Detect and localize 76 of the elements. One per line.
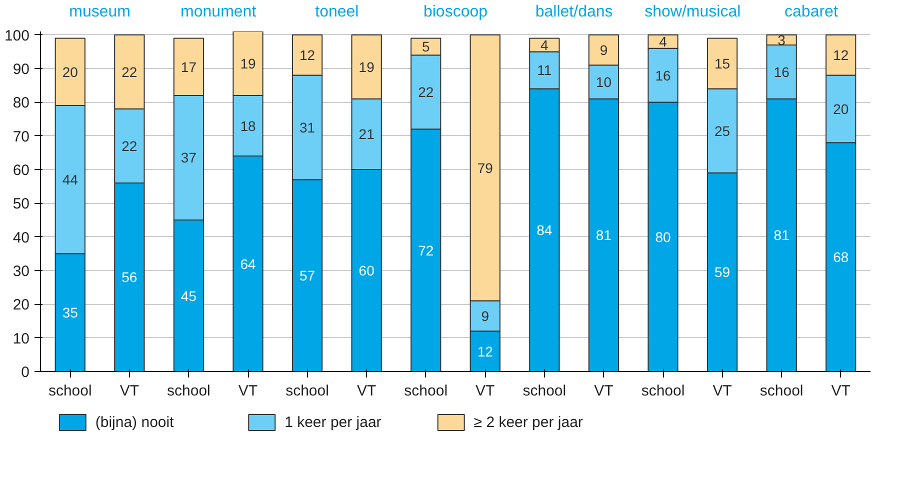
y-tick-label: 30 xyxy=(12,263,30,280)
text: ballet/dans xyxy=(535,4,613,20)
data-label: 16 xyxy=(774,64,790,80)
text: monument xyxy=(180,4,257,20)
data-label: 19 xyxy=(240,55,256,72)
data-label: 22 xyxy=(418,84,434,100)
y-tick-label: 90 xyxy=(12,61,30,78)
y-tick-label: 10 xyxy=(12,330,30,348)
data-label: 18 xyxy=(240,118,256,134)
legend-label: ≥ 2 keer per jaar xyxy=(474,414,583,431)
x-tick-label: school xyxy=(641,382,685,400)
x-tick-label: VT xyxy=(476,382,495,400)
text: cabaret xyxy=(784,4,838,20)
x-tick-label: VT xyxy=(238,382,258,400)
data-label: 84 xyxy=(536,222,552,238)
data-label: 4 xyxy=(659,34,668,50)
y-tick-label: 70 xyxy=(12,128,30,146)
y-tick-label: 100 xyxy=(4,27,30,44)
data-label: 68 xyxy=(833,249,849,266)
x-tick-label: VT xyxy=(831,382,850,400)
text: show/musical xyxy=(644,4,741,20)
data-label: 64 xyxy=(240,256,256,272)
data-label: 11 xyxy=(537,62,552,78)
data-label: 60 xyxy=(358,262,375,279)
y-tick-label: 80 xyxy=(12,94,30,112)
data-label: 35 xyxy=(62,304,78,321)
legend-label: 1 keer per jaar xyxy=(284,414,382,431)
data-label: 12 xyxy=(300,47,316,64)
data-label: 16 xyxy=(655,67,671,84)
data-label: 22 xyxy=(122,64,138,80)
data-label: 10 xyxy=(596,74,612,90)
data-label: 12 xyxy=(833,47,849,64)
data-label: 9 xyxy=(600,42,608,58)
data-label: 31 xyxy=(300,119,316,136)
x-tick-label: school xyxy=(167,382,210,400)
x-tick-label: school xyxy=(286,382,329,400)
data-label: 21 xyxy=(358,126,375,142)
y-tick-label: 50 xyxy=(12,196,30,213)
data-label: 5 xyxy=(422,38,430,55)
x-tick-label: VT xyxy=(356,382,376,400)
data-label: 45 xyxy=(180,288,197,304)
x-tick-label: VT xyxy=(594,382,614,400)
data-label: 57 xyxy=(300,268,316,284)
data-label: 59 xyxy=(714,264,730,280)
text: toneel xyxy=(315,4,359,20)
x-tick-label: school xyxy=(760,382,804,400)
data-label: 79 xyxy=(477,160,494,176)
data-label: 12 xyxy=(477,343,494,360)
y-tick-label: 40 xyxy=(12,229,30,246)
data-label: 22 xyxy=(122,138,138,154)
legend-label: (bijna) nooit xyxy=(95,414,175,431)
data-label: 56 xyxy=(122,269,138,286)
data-label: 81 xyxy=(596,227,612,244)
data-label: 37 xyxy=(180,150,197,166)
x-tick-label: school xyxy=(404,382,448,400)
data-label: 20 xyxy=(62,64,78,80)
y-tick-label: 0 xyxy=(21,364,30,381)
data-label: 80 xyxy=(655,228,671,245)
data-label: 44 xyxy=(62,172,78,188)
x-tick-label: VT xyxy=(120,382,140,400)
text: museum xyxy=(69,4,130,20)
data-label: 25 xyxy=(714,122,730,139)
data-label: 19 xyxy=(358,58,375,75)
data-label: 81 xyxy=(774,227,790,244)
data-label: 4 xyxy=(540,36,549,53)
y-tick-label: 60 xyxy=(12,162,30,180)
data-label: 15 xyxy=(714,55,730,72)
x-tick-label: school xyxy=(48,382,92,400)
y-tick-label: 20 xyxy=(12,296,30,314)
data-label: 9 xyxy=(481,308,490,324)
data-label: 20 xyxy=(833,100,849,117)
x-tick-label: VT xyxy=(712,382,732,400)
data-label: 17 xyxy=(180,58,197,75)
data-label: 72 xyxy=(418,242,434,258)
text: bioscoop xyxy=(423,4,488,20)
x-tick-label: school xyxy=(522,382,566,400)
